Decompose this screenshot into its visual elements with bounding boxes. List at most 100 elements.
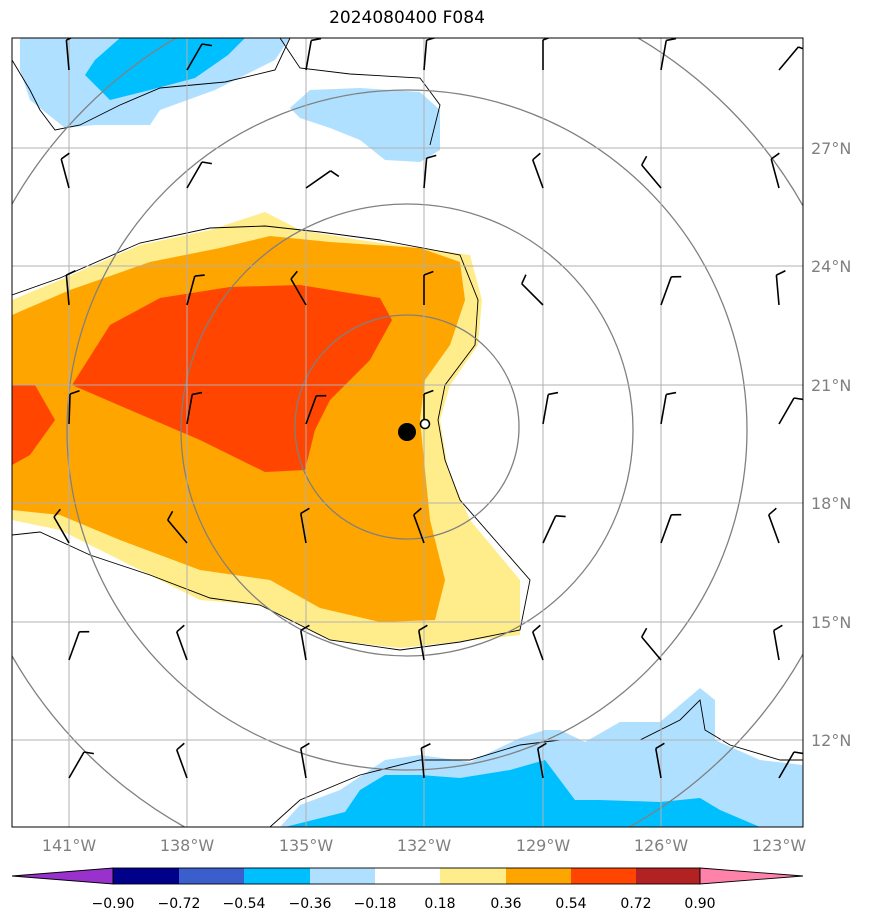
wind-barb — [186, 391, 203, 425]
colorbar-tick-label: 0.72 — [620, 896, 651, 912]
lon-label: 129°W — [516, 836, 571, 855]
wind-barb — [305, 170, 340, 189]
wind-barb — [641, 155, 662, 189]
wind-barb — [655, 742, 665, 779]
colorbar-segment — [506, 868, 571, 884]
colorbar-segment — [636, 868, 700, 884]
wind-barb — [300, 624, 310, 661]
map-title: 2024080400 F084 — [329, 8, 485, 28]
wind-barb — [773, 624, 783, 661]
colorbar: −0.90 −0.72 −0.54 −0.36 −0.18 0.18 0.36 0.54 0.7… — [11, 867, 804, 912]
colorbar-tick-label: −0.36 — [289, 896, 332, 912]
wind-barb — [305, 38, 322, 71]
wind-barb — [420, 743, 431, 779]
ring-2 — [180, 203, 634, 657]
anomaly-fill-neg-0.36-north — [85, 38, 245, 100]
wind-barb — [300, 742, 310, 779]
ring-3 — [66, 89, 748, 771]
anomaly-fill-neg-0.18-north2 — [290, 88, 440, 162]
wind-barb — [521, 274, 544, 306]
wind-barb — [175, 742, 188, 779]
wind-barb — [68, 630, 90, 661]
colorbar-segment — [113, 868, 179, 884]
storm-center-marker — [398, 423, 416, 441]
colorbar-segment — [310, 868, 375, 884]
wind-barb — [167, 510, 188, 544]
wind-barb — [290, 270, 307, 306]
wind-barb — [423, 270, 434, 305]
colorbar-extend-high — [700, 868, 803, 884]
lat-label: 21°N — [811, 376, 851, 395]
colorbar-tick-label: −0.90 — [92, 896, 135, 912]
wind-barb — [767, 507, 780, 544]
colorbar-tick-label: 0.54 — [555, 896, 586, 912]
colorbar-tick-label: 0.90 — [684, 896, 715, 912]
wind-barb — [423, 154, 437, 189]
wind-barb — [778, 397, 803, 425]
colorbar-segment — [571, 868, 636, 884]
lon-label: 123°W — [752, 836, 807, 855]
lon-labels: 141°W 138°W 135°W 132°W 129°W 126°W 123°… — [42, 836, 807, 855]
wind-barb — [770, 152, 780, 189]
wind-barb — [412, 507, 425, 544]
wind-barb — [542, 515, 566, 544]
lat-label: 15°N — [811, 613, 851, 632]
wind-barb — [542, 391, 559, 425]
lon-label: 141°W — [42, 836, 97, 855]
gridlines — [12, 38, 803, 827]
map-area — [12, 38, 803, 827]
colorbar-segment — [244, 868, 310, 884]
wind-barb — [68, 390, 80, 425]
wind-barb — [60, 152, 70, 189]
lat-label: 12°N — [811, 731, 851, 750]
wind-barb — [186, 274, 205, 306]
lon-label: 126°W — [634, 836, 689, 855]
colorbar-tick-label: −0.18 — [354, 896, 397, 912]
colorbar-tick-label: 0.18 — [424, 896, 455, 912]
wind-barb — [65, 38, 73, 71]
lon-label: 135°W — [279, 836, 334, 855]
wind-barb — [186, 43, 212, 71]
wind-barb — [53, 508, 70, 544]
wind-barb — [660, 391, 677, 425]
range-rings — [12, 38, 803, 827]
lon-label: 132°W — [397, 836, 452, 855]
wind-barb — [778, 46, 803, 71]
wind-barb — [778, 751, 803, 779]
wind-barb — [531, 152, 544, 189]
wind-barb — [660, 513, 682, 544]
lat-label: 18°N — [811, 494, 851, 513]
wind-barb — [305, 394, 327, 425]
wind-barb — [175, 624, 188, 661]
wind-barb — [660, 275, 682, 306]
colorbar-segment — [440, 868, 506, 884]
wind-barb — [418, 624, 428, 661]
anomaly-fill-neg-0.36-south — [285, 760, 760, 827]
wind-barb — [65, 270, 76, 306]
wind-barb — [531, 624, 544, 661]
colorbar-segment — [375, 868, 440, 884]
wind-barb — [641, 627, 662, 661]
colorbar-tick-label: −0.72 — [158, 896, 201, 912]
lat-labels: 27°N 24°N 21°N 18°N 15°N 12°N — [811, 139, 851, 750]
wind-barb — [775, 270, 786, 306]
secondary-center-marker — [419, 418, 431, 430]
colorbar-segment — [179, 868, 244, 884]
colorbar-tick-label: 0.36 — [490, 896, 521, 912]
wind-barb — [68, 751, 94, 779]
lat-label: 27°N — [811, 139, 851, 158]
lon-label: 138°W — [160, 836, 215, 855]
wind-barb — [186, 161, 212, 189]
lat-label: 24°N — [811, 257, 851, 276]
anomaly-fill-0.54-west — [12, 385, 55, 465]
colorbar-extend-low — [12, 868, 113, 884]
wind-barb — [537, 742, 547, 779]
wind-barb — [423, 38, 437, 71]
wind-barb — [660, 38, 677, 71]
map-frame — [11, 37, 804, 828]
colorbar-tick-label: −0.54 — [223, 896, 266, 912]
wind-barb — [300, 507, 310, 544]
anomaly-fill-0.54 — [72, 285, 392, 472]
ring-1 — [294, 314, 520, 540]
